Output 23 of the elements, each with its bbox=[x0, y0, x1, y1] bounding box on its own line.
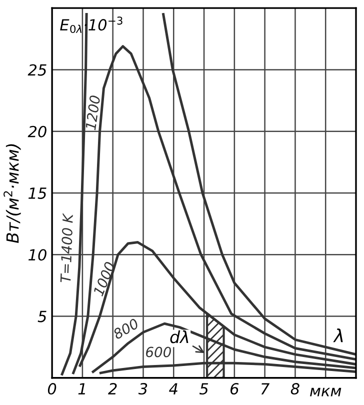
x-tick-label: 4 bbox=[169, 383, 178, 394]
x-tick-label: 0 bbox=[48, 382, 56, 395]
text: 800 bbox=[112, 318, 140, 340]
annotation: λ bbox=[333, 328, 343, 342]
y-axis-title: Вт/(м$^{2}$·мкм) bbox=[4, 144, 21, 244]
legend-label: 600 bbox=[146, 346, 171, 358]
x-tick-label: 1 bbox=[78, 383, 85, 394]
x-tick-label: 7 bbox=[261, 383, 270, 394]
x-tick-label: 6 bbox=[230, 382, 239, 395]
y-tick-label: 5 bbox=[38, 310, 46, 322]
y-tick-label: 15 bbox=[28, 188, 46, 200]
text: 1200 bbox=[85, 95, 100, 130]
x-tick-label: 8 bbox=[290, 382, 300, 395]
annotation: dλ bbox=[170, 330, 188, 344]
x-tick-label: 2 bbox=[108, 382, 117, 394]
y-tick-label: 25 bbox=[28, 64, 46, 76]
x-tick-label: 3 bbox=[138, 382, 148, 395]
x-tick-label: 5 bbox=[199, 383, 208, 395]
x-axis-title: мкм bbox=[310, 388, 342, 396]
y-tick-label: 10 bbox=[28, 249, 46, 261]
y-tick-label: 20 bbox=[28, 126, 46, 138]
text: T=1400 K bbox=[60, 212, 74, 282]
text: 1000 bbox=[92, 261, 116, 297]
